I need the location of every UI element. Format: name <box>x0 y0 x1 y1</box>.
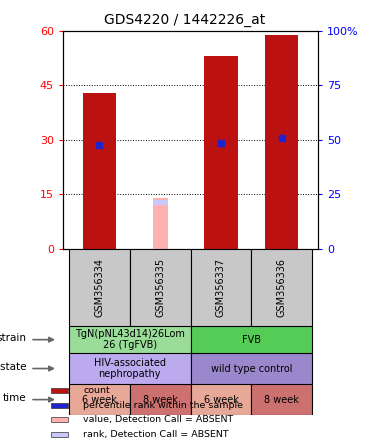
Text: time: time <box>3 393 26 403</box>
Text: GSM356334: GSM356334 <box>94 258 104 317</box>
Bar <box>69 326 191 353</box>
Text: value, Detection Call = ABSENT: value, Detection Call = ABSENT <box>84 415 234 424</box>
Text: rank, Detection Call = ABSENT: rank, Detection Call = ABSENT <box>84 430 229 439</box>
Bar <box>191 353 312 384</box>
Text: 8 week: 8 week <box>264 395 299 404</box>
Bar <box>130 249 191 326</box>
Text: count: count <box>84 386 110 396</box>
Bar <box>191 384 251 415</box>
Bar <box>153 200 168 205</box>
Text: GSM356336: GSM356336 <box>277 258 287 317</box>
Bar <box>69 384 130 415</box>
Bar <box>265 35 299 249</box>
Bar <box>191 326 312 353</box>
Bar <box>51 403 68 408</box>
Text: GSM356337: GSM356337 <box>216 258 226 317</box>
Text: 8 week: 8 week <box>143 395 178 404</box>
Text: HIV-associated
nephropathy: HIV-associated nephropathy <box>94 358 166 379</box>
Bar <box>204 56 238 249</box>
Text: wild type control: wild type control <box>211 364 292 373</box>
Text: percentile rank within the sample: percentile rank within the sample <box>84 401 243 410</box>
Bar <box>51 388 68 393</box>
Text: 6 week: 6 week <box>204 395 238 404</box>
Bar <box>130 384 191 415</box>
Bar <box>251 384 312 415</box>
Text: FVB: FVB <box>242 335 261 345</box>
Bar <box>251 249 312 326</box>
Bar <box>191 249 251 326</box>
Text: GDS4220 / 1442226_at: GDS4220 / 1442226_at <box>104 13 266 27</box>
Bar <box>69 249 130 326</box>
Text: GSM356335: GSM356335 <box>155 258 165 317</box>
Bar <box>153 198 168 249</box>
Text: TgN(pNL43d14)26Lom
26 (TgFVB): TgN(pNL43d14)26Lom 26 (TgFVB) <box>75 329 185 350</box>
Text: disease state: disease state <box>0 362 26 372</box>
Bar <box>51 417 68 422</box>
Text: 6 week: 6 week <box>82 395 117 404</box>
Text: strain: strain <box>0 333 26 343</box>
Bar <box>83 93 116 249</box>
Bar <box>51 432 68 437</box>
Bar <box>69 353 191 384</box>
